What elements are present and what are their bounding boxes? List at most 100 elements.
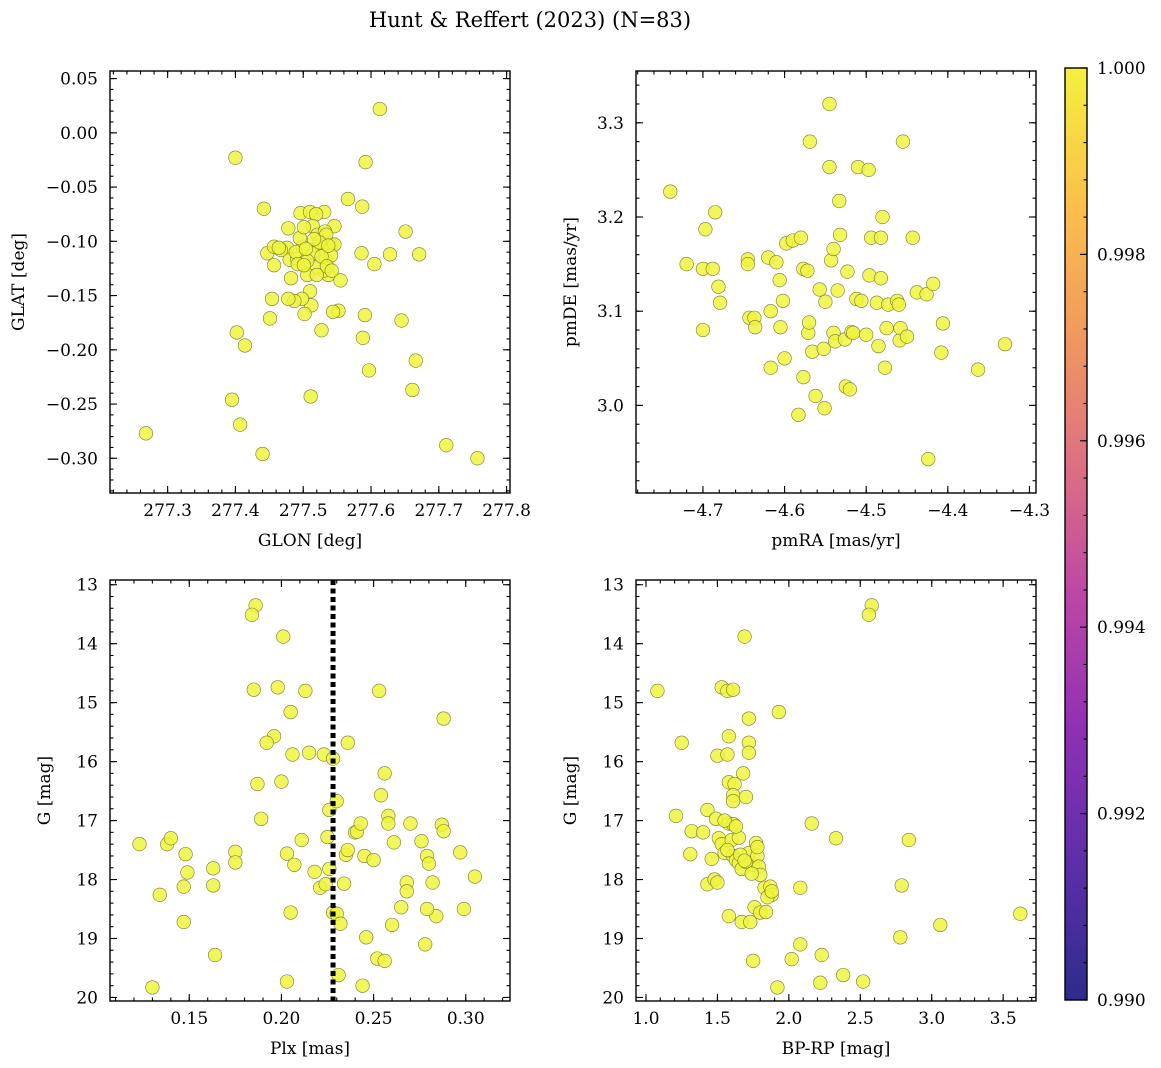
scatter-point	[294, 832, 309, 848]
y-tick-label: −0.10	[46, 232, 98, 252]
y-tick-label: −0.30	[46, 449, 98, 469]
plot-frame	[109, 70, 511, 494]
scatter-point	[398, 224, 413, 239]
scatter-point	[856, 974, 871, 989]
scatter-point	[769, 255, 784, 270]
y-tick-label: 14	[76, 635, 98, 655]
y-tick-label: 13	[76, 576, 98, 596]
plot-frame	[635, 70, 1037, 494]
y-axis-label: G [mag]	[561, 756, 581, 825]
axis-ticks	[636, 71, 1036, 493]
y-tick-label: 20	[76, 988, 98, 1008]
x-axis-label: pmRA [mas/yr]	[771, 531, 900, 551]
scatter-point	[309, 207, 324, 222]
colorbar-tick-label: 0.990	[1097, 991, 1146, 1011]
scatter-point	[700, 802, 715, 818]
scatter-point	[822, 159, 837, 175]
x-tick-label: −4.7	[682, 501, 723, 521]
scatter-point	[355, 330, 370, 345]
scatter-point	[298, 683, 313, 698]
scatter-point	[800, 263, 815, 278]
y-tick-label: 16	[76, 753, 98, 773]
colorbar-tick-label: 0.998	[1097, 245, 1146, 265]
scatter-point	[746, 953, 761, 969]
x-tick-label: 277.4	[211, 501, 260, 521]
scatter-point	[138, 426, 154, 441]
scatter-point	[818, 294, 833, 309]
scatter-point	[306, 232, 322, 247]
scatter-point	[270, 680, 285, 695]
y-tick-label: 3.1	[597, 302, 624, 322]
scatter-point	[674, 735, 689, 750]
scatter-point	[1013, 906, 1028, 921]
x-tick-label: 277.6	[347, 501, 396, 521]
scatter-point	[307, 864, 322, 879]
scatter-point	[324, 263, 339, 278]
y-tick-label: 15	[602, 694, 624, 714]
scatter-point	[763, 360, 778, 375]
x-tick-label: 0.15	[170, 1009, 208, 1029]
scatter-point	[340, 191, 356, 207]
y-tick-label: 18	[602, 871, 624, 891]
x-tick-label: 277.7	[414, 501, 463, 521]
scatter-point	[705, 261, 720, 276]
scatter-point	[276, 629, 291, 644]
scatter-point	[728, 819, 744, 834]
x-axis-label: BP-RP [mag]	[782, 1039, 891, 1059]
scatter-point	[279, 974, 295, 989]
scatter-point	[145, 980, 160, 995]
y-tick-label: 19	[602, 929, 624, 949]
scatter-point	[771, 704, 786, 720]
scatter-points	[663, 96, 1013, 467]
scatter-point	[741, 745, 756, 760]
scatter-point	[237, 338, 253, 353]
scatter-point	[281, 291, 296, 306]
scatter-point	[758, 904, 774, 920]
plot-frame	[635, 579, 1037, 1002]
scatter-point	[259, 735, 274, 750]
scatter-point	[748, 320, 763, 335]
scatter-point	[296, 220, 311, 235]
scatter-point	[894, 878, 909, 893]
scatter-point	[859, 327, 874, 342]
scatter-point	[842, 382, 857, 397]
scatter-point	[373, 788, 389, 803]
scatter-point	[229, 325, 244, 340]
scatter-point	[726, 794, 741, 809]
y-tick-label: 3.3	[597, 114, 624, 134]
scatter-point	[283, 905, 298, 920]
scatter-point	[738, 789, 754, 805]
scatter-point	[394, 313, 409, 328]
scatter-point	[255, 446, 270, 462]
scatter-point	[830, 283, 845, 298]
scatter-point	[470, 451, 485, 466]
scatter-point	[321, 238, 336, 253]
scatter-point	[381, 816, 396, 831]
scatter-point	[303, 389, 318, 404]
scatter-point	[382, 247, 398, 262]
scatter-point	[425, 875, 440, 890]
scatter-point	[178, 847, 193, 862]
scatter-point	[708, 205, 723, 220]
y-axis-label: G [mag]	[35, 756, 55, 825]
scatter-point	[403, 816, 418, 831]
scatter-point	[750, 840, 765, 855]
scatter-point	[408, 353, 423, 368]
scatter-point	[926, 276, 941, 291]
scatter-point	[775, 293, 791, 308]
x-axis-label: Plx [mas]	[270, 1039, 350, 1059]
scatter-point	[935, 316, 951, 331]
scatter-point	[262, 311, 278, 326]
scatter-point	[287, 857, 302, 872]
scatter-point	[176, 879, 191, 894]
scatter-point	[784, 952, 799, 967]
scatter-point	[228, 855, 243, 870]
scatter-point	[804, 816, 819, 831]
scatter-point	[764, 884, 779, 899]
y-tick-label: 0.00	[60, 124, 98, 144]
scatter-point	[711, 279, 726, 294]
colorbar-tick-label: 0.994	[1097, 618, 1146, 638]
scatter-point	[726, 682, 741, 697]
scatter-point	[921, 451, 936, 467]
scatter-point	[777, 351, 792, 366]
